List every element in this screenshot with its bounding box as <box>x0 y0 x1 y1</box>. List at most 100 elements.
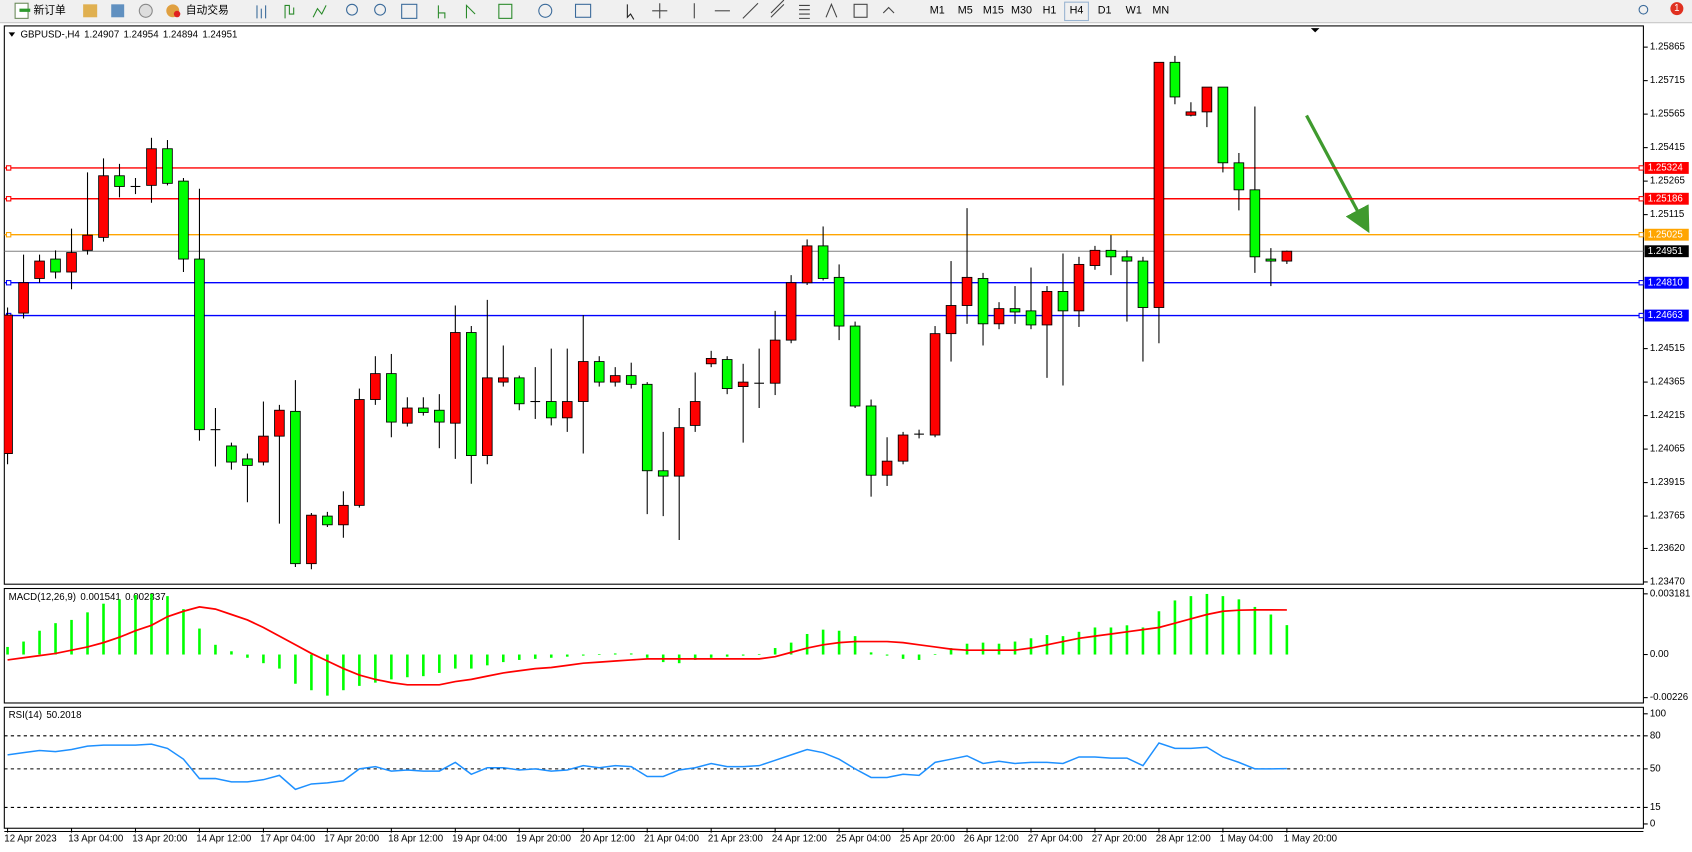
icon[interactable] <box>437 5 446 19</box>
auto-trading-button[interactable]: 自动交易 <box>166 4 229 18</box>
candle-body <box>705 357 717 365</box>
title-text: RSI(14) <box>9 709 42 720</box>
notification-badge[interactable] <box>1670 2 1684 16</box>
icon[interactable] <box>799 4 810 19</box>
annotation-arrow <box>1305 114 1370 234</box>
title-value: 1.24907 <box>84 29 119 40</box>
toolbar: 新订单 自动交易 <box>0 0 1692 24</box>
x-tick-label: 24 Apr 12:00 <box>772 834 828 845</box>
title-value: 0.002337 <box>125 592 165 603</box>
icon[interactable] <box>498 3 513 19</box>
candle-body <box>82 234 93 251</box>
y-tick-label: 1.23470 <box>1650 577 1686 588</box>
level-anchor <box>1638 280 1644 286</box>
macd-bar <box>22 641 25 655</box>
x-tick-label: 21 Apr 23:00 <box>708 834 764 845</box>
y-tick-label: 1.25415 <box>1650 142 1685 153</box>
icon[interactable] <box>574 3 592 18</box>
icon[interactable] <box>538 3 553 18</box>
x-tick-label: 19 Apr 20:00 <box>516 834 572 845</box>
y-tick-label: 1.24515 <box>1650 343 1685 354</box>
symbol-marker <box>8 32 16 37</box>
macd-bar <box>1285 625 1289 655</box>
icon[interactable] <box>825 2 838 18</box>
candle-body <box>897 434 909 462</box>
timeframe-button[interactable]: MN <box>1152 5 1169 17</box>
x-tick-label: 27 Apr 04:00 <box>1028 834 1084 845</box>
macd-bar <box>6 646 9 655</box>
timeframe-button[interactable]: M15 <box>983 5 1004 17</box>
icon[interactable] <box>401 3 418 19</box>
macd-bar <box>757 654 761 655</box>
icon[interactable] <box>853 3 868 18</box>
search-icon[interactable] <box>1638 4 1649 15</box>
candle-body <box>849 325 861 407</box>
candle-body <box>1057 291 1069 312</box>
timeframe-button[interactable]: M30 <box>1011 5 1032 17</box>
candle-body <box>833 276 845 327</box>
macd-bar <box>1237 599 1241 655</box>
title-text: GBPUSD-,H4 <box>21 29 81 40</box>
rsi-panel-border <box>3 706 1644 829</box>
y-tick-label: 100 <box>1650 708 1667 719</box>
candle-body <box>98 175 109 238</box>
icon[interactable] <box>742 2 759 19</box>
button-label: 自动交易 <box>186 4 229 17</box>
icon[interactable] <box>312 5 327 18</box>
icon <box>173 10 181 18</box>
icon[interactable] <box>111 4 125 18</box>
icon[interactable] <box>138 3 153 18</box>
level-anchor <box>5 232 12 238</box>
icon[interactable] <box>882 6 895 14</box>
candle-body <box>418 407 429 413</box>
icon[interactable] <box>374 3 387 16</box>
timeframe-button[interactable]: H1 <box>1043 5 1057 17</box>
macd-bar <box>581 654 585 656</box>
icon[interactable] <box>652 3 668 19</box>
icon[interactable] <box>346 3 358 16</box>
main-panel-border <box>3 25 1644 585</box>
macd-bar <box>38 630 41 655</box>
macd-bar <box>486 654 489 666</box>
macd-bar <box>230 651 233 655</box>
candle-body <box>66 252 77 273</box>
macd-bar <box>613 653 617 655</box>
candle-body <box>657 470 669 477</box>
candle-body <box>801 245 813 284</box>
candle-body <box>386 373 397 423</box>
current-price-label: 1.24951 <box>1648 246 1683 257</box>
x-tick-label: 18 Apr 12:00 <box>388 834 444 845</box>
y-tick-label: 1.23915 <box>1650 477 1685 488</box>
icon <box>19 8 31 12</box>
title-value: 50.2018 <box>46 709 81 720</box>
icon[interactable] <box>256 5 267 19</box>
x-tick-label: 25 Apr 04:00 <box>836 834 892 845</box>
x-tick-label: 12 Apr 2023 <box>4 834 56 845</box>
timeframe-button[interactable]: M1 <box>930 5 945 17</box>
macd-bar <box>709 654 713 658</box>
y-tick-label: 0.00 <box>1650 649 1669 660</box>
new-order-button[interactable]: 新订单 <box>14 2 66 19</box>
timeframe-button[interactable]: H4 <box>1070 5 1084 17</box>
level-anchor <box>1638 165 1644 171</box>
icon[interactable] <box>770 0 785 18</box>
macd-bar <box>805 633 809 655</box>
title-value: 0.001541 <box>80 592 120 603</box>
y-tick-label: 1.25715 <box>1650 75 1685 86</box>
macd-bar <box>438 654 441 673</box>
x-tick-label: 25 Apr 20:00 <box>900 834 956 845</box>
timeframe-button[interactable]: W1 <box>1126 5 1142 17</box>
y-tick-label: 1.23765 <box>1650 511 1685 522</box>
macd-bar <box>1061 636 1065 655</box>
icon[interactable] <box>83 4 98 18</box>
icon[interactable] <box>465 4 476 19</box>
macd-bar <box>549 654 553 658</box>
icon[interactable] <box>626 4 635 20</box>
panel-title: MACD(12,26,9) 0.001541 0.002337 <box>9 592 166 603</box>
timeframe-button[interactable]: M5 <box>958 5 973 17</box>
icon[interactable] <box>284 4 295 19</box>
signal-line <box>7 606 1287 686</box>
y-tick-label: 0.003181 <box>1650 588 1690 599</box>
timeframe-button[interactable]: D1 <box>1098 5 1112 17</box>
y-tick-label: 1.24065 <box>1650 444 1685 455</box>
